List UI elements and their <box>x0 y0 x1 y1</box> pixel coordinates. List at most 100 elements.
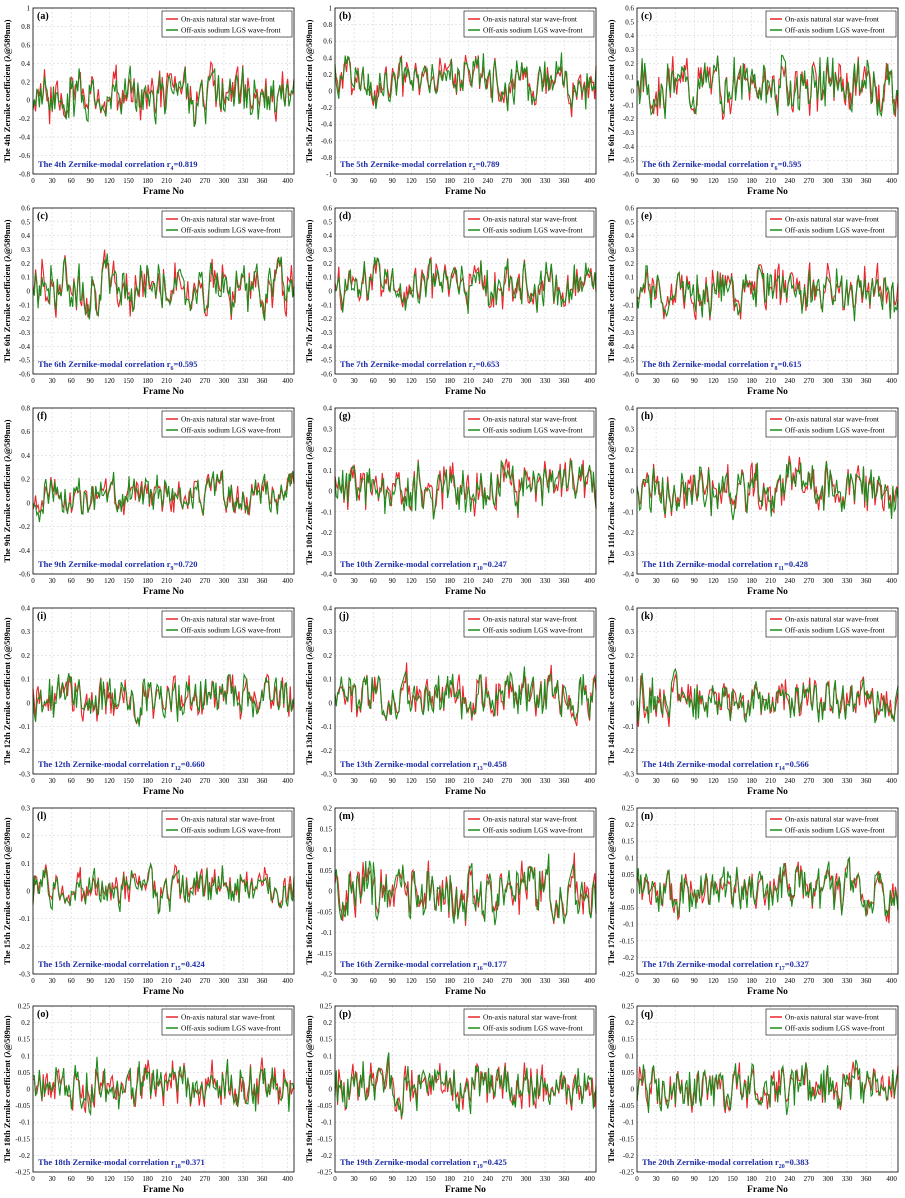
plot-frame <box>636 807 899 975</box>
y-tick-label: -0.25 <box>317 1169 332 1177</box>
y-axis-label: The 16th Zernike coefficient (λ@589nm) <box>304 817 314 964</box>
x-tick-label: 60 <box>370 777 378 785</box>
correlation-annotation: The 7th Zernike-modal correlation r7=0.6… <box>340 359 500 372</box>
x-tick-label: 120 <box>708 177 719 185</box>
x-tick-label: 90 <box>691 1175 699 1183</box>
x-tick-label: 0 <box>635 777 639 785</box>
y-tick-label: -0.15 <box>619 1135 634 1143</box>
y-tick-label: 0.1 <box>625 854 634 862</box>
x-tick-label: 0 <box>333 377 337 385</box>
y-tick-label: 0.6 <box>21 428 30 436</box>
x-tick-label: 240 <box>785 177 796 185</box>
panel-letter: (j) <box>339 611 349 622</box>
y-tick-label: 0.1 <box>323 676 332 684</box>
y-tick-label: -0.1 <box>321 929 333 937</box>
y-tick-label: 0.5 <box>625 18 634 26</box>
x-tick-label: 30 <box>351 377 359 385</box>
x-tick-label: 360 <box>559 377 570 385</box>
x-tick-label: 30 <box>49 177 57 185</box>
y-tick-label: -0.25 <box>619 1169 634 1177</box>
x-tick-label: 180 <box>746 377 757 385</box>
x-tick-label: 90 <box>389 777 397 785</box>
x-tick-label: 330 <box>842 977 853 985</box>
x-tick-label: 120 <box>406 177 417 185</box>
panel-letter: (e) <box>641 211 652 222</box>
x-tick-label: 300 <box>219 377 230 385</box>
x-tick-label: 300 <box>219 177 230 185</box>
y-tick-label: 0 <box>631 888 635 896</box>
y-tick-label: 0.4 <box>625 405 634 413</box>
y-tick-label: 0.4 <box>625 232 634 240</box>
legend-label-natural: On-axis natural star wave-front <box>181 1013 276 1022</box>
y-tick-label: 0.4 <box>323 405 332 413</box>
x-tick-label: 270 <box>502 777 513 785</box>
x-tick-label: 330 <box>842 777 853 785</box>
x-tick-label: 90 <box>389 577 397 585</box>
y-tick-label: 0.05 <box>622 871 635 879</box>
x-tick-label: 360 <box>861 977 872 985</box>
y-tick-label: 0.4 <box>21 605 30 613</box>
x-tick-label: 210 <box>161 1175 172 1183</box>
x-tick-label: 270 <box>200 1175 211 1183</box>
y-tick-label: 0.2 <box>21 832 30 840</box>
y-tick-label: 0.05 <box>18 1069 31 1077</box>
x-tick-label: 210 <box>463 577 474 585</box>
y-tick-label: 0 <box>329 88 333 96</box>
y-tick-label: 0.2 <box>21 1019 30 1027</box>
y-tick-label: -0.5 <box>19 357 31 365</box>
legend-label-lgs: Off-axis sodium LGS wave-front <box>785 226 886 235</box>
series-line-lgs <box>334 52 597 112</box>
legend-box <box>463 1008 595 1036</box>
x-tick-label: 360 <box>257 1175 268 1183</box>
x-tick-label: 30 <box>49 977 57 985</box>
y-axis-label: The 6th Zernike coefficient (λ@589nm) <box>606 19 616 162</box>
x-tick-label: 0 <box>31 977 35 985</box>
x-tick-label: 150 <box>727 1175 738 1183</box>
y-tick-label: -0.1 <box>19 301 31 309</box>
x-tick-label: 300 <box>521 177 532 185</box>
y-tick-label: 0.3 <box>21 628 30 636</box>
y-axis-label: The 5th Zernike coefficient (λ@589nm) <box>304 19 314 162</box>
x-tick-label: 180 <box>142 1175 153 1183</box>
x-tick-label: 180 <box>746 977 757 985</box>
x-tick-label: 90 <box>691 177 699 185</box>
legend-label-natural: On-axis natural star wave-front <box>483 815 578 824</box>
x-tick-label: 60 <box>370 977 378 985</box>
legend-box <box>765 1008 897 1036</box>
y-tick-label: -0.2 <box>623 115 635 123</box>
x-tick-label: 120 <box>104 1175 115 1183</box>
y-tick-label: 0.3 <box>625 46 634 54</box>
x-axis-label: Frame No <box>143 787 184 797</box>
y-tick-label: 0.8 <box>21 405 30 413</box>
x-tick-label: 270 <box>804 177 815 185</box>
y-tick-label: 0.1 <box>625 676 634 684</box>
y-tick-label: 0 <box>329 699 333 707</box>
plot-frame <box>32 207 295 375</box>
y-tick-label: -0.1 <box>623 723 635 731</box>
x-tick-label: 180 <box>444 177 455 185</box>
plot-frame <box>636 7 899 175</box>
legend-label-natural: On-axis natural star wave-front <box>785 1013 880 1022</box>
y-tick-label: -0.3 <box>321 771 333 779</box>
correlation-annotation: The 16th Zernike-modal correlation r16=0… <box>340 959 507 972</box>
x-tick-label: 0 <box>31 1175 35 1183</box>
panel-letter: (k) <box>641 611 653 622</box>
chart-panel: 0.25 0.2 0.15 0.1 0.05 0 -0.05 -0.1 -0.15 -0.2 -0.… <box>606 1003 899 1195</box>
x-tick-label: 210 <box>765 1175 776 1183</box>
x-tick-label: 400 <box>584 377 595 385</box>
x-tick-label: 210 <box>463 377 474 385</box>
x-tick-label: 270 <box>502 577 513 585</box>
series-line-lgs <box>32 469 295 523</box>
y-tick-label: 0.2 <box>323 1019 332 1027</box>
x-tick-label: 270 <box>804 577 815 585</box>
x-tick-label: 300 <box>521 777 532 785</box>
x-tick-label: 300 <box>823 377 834 385</box>
x-tick-label: 30 <box>351 777 359 785</box>
y-tick-label: -0.4 <box>623 143 635 151</box>
x-tick-label: 400 <box>584 1175 595 1183</box>
x-tick-label: 330 <box>842 177 853 185</box>
plot-frame <box>32 807 295 975</box>
y-tick-label: 1 <box>329 5 333 13</box>
x-tick-label: 330 <box>238 577 249 585</box>
y-tick-label: 0.2 <box>625 821 634 829</box>
